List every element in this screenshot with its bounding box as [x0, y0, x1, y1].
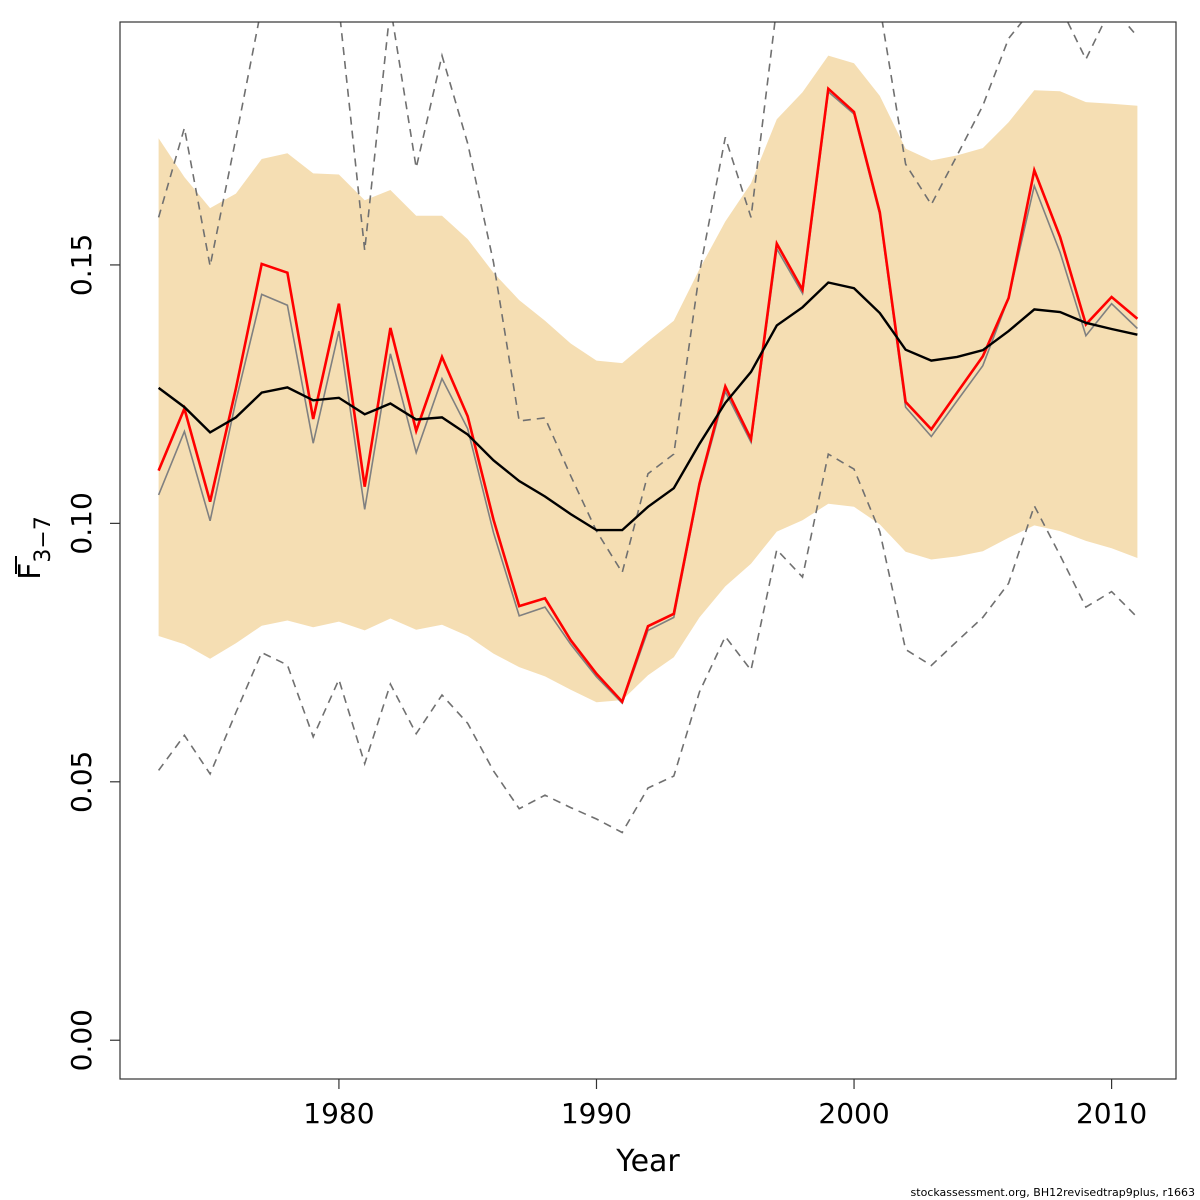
series-grey-line: [157, 90, 1138, 705]
y-tick-label-0.10: 0.10: [65, 492, 98, 554]
x-tick-label-2010: 2010: [1076, 1097, 1147, 1130]
y-tick-label-0.15: 0.15: [65, 234, 98, 296]
x-tick-label-1990: 1990: [561, 1097, 632, 1130]
series-black-line: [157, 281, 1138, 532]
plot-frame: [119, 21, 1177, 1080]
y-axis-title: F3−7: [13, 516, 56, 580]
series-dashed-upper: [157, 22, 1139, 575]
footer-note: stockassessment.org, BH12revisedtrap9plu…: [911, 1186, 1195, 1199]
y-axis: 0.00 0.05 0.10 0.15: [65, 234, 120, 1071]
series-dashed-lower: [157, 452, 1138, 834]
y-tick-label-0.00: 0.00: [65, 1009, 98, 1071]
y-axis-title-subscript: 3−7: [31, 516, 56, 562]
plot-area: [157, 22, 1139, 834]
x-axis-title: Year: [615, 1144, 680, 1179]
x-tick-label-2000: 2000: [818, 1097, 889, 1130]
confidence-band: [158, 55, 1138, 703]
y-axis-title-main: F: [13, 563, 48, 580]
x-axis: 1980 1990 2000 2010: [303, 1079, 1147, 1130]
y-tick-label-0.05: 0.05: [65, 751, 98, 813]
svg-text:F3−7: F3−7: [13, 516, 56, 580]
series-red-line: [157, 86, 1139, 705]
x-tick-label-1980: 1980: [303, 1097, 374, 1130]
